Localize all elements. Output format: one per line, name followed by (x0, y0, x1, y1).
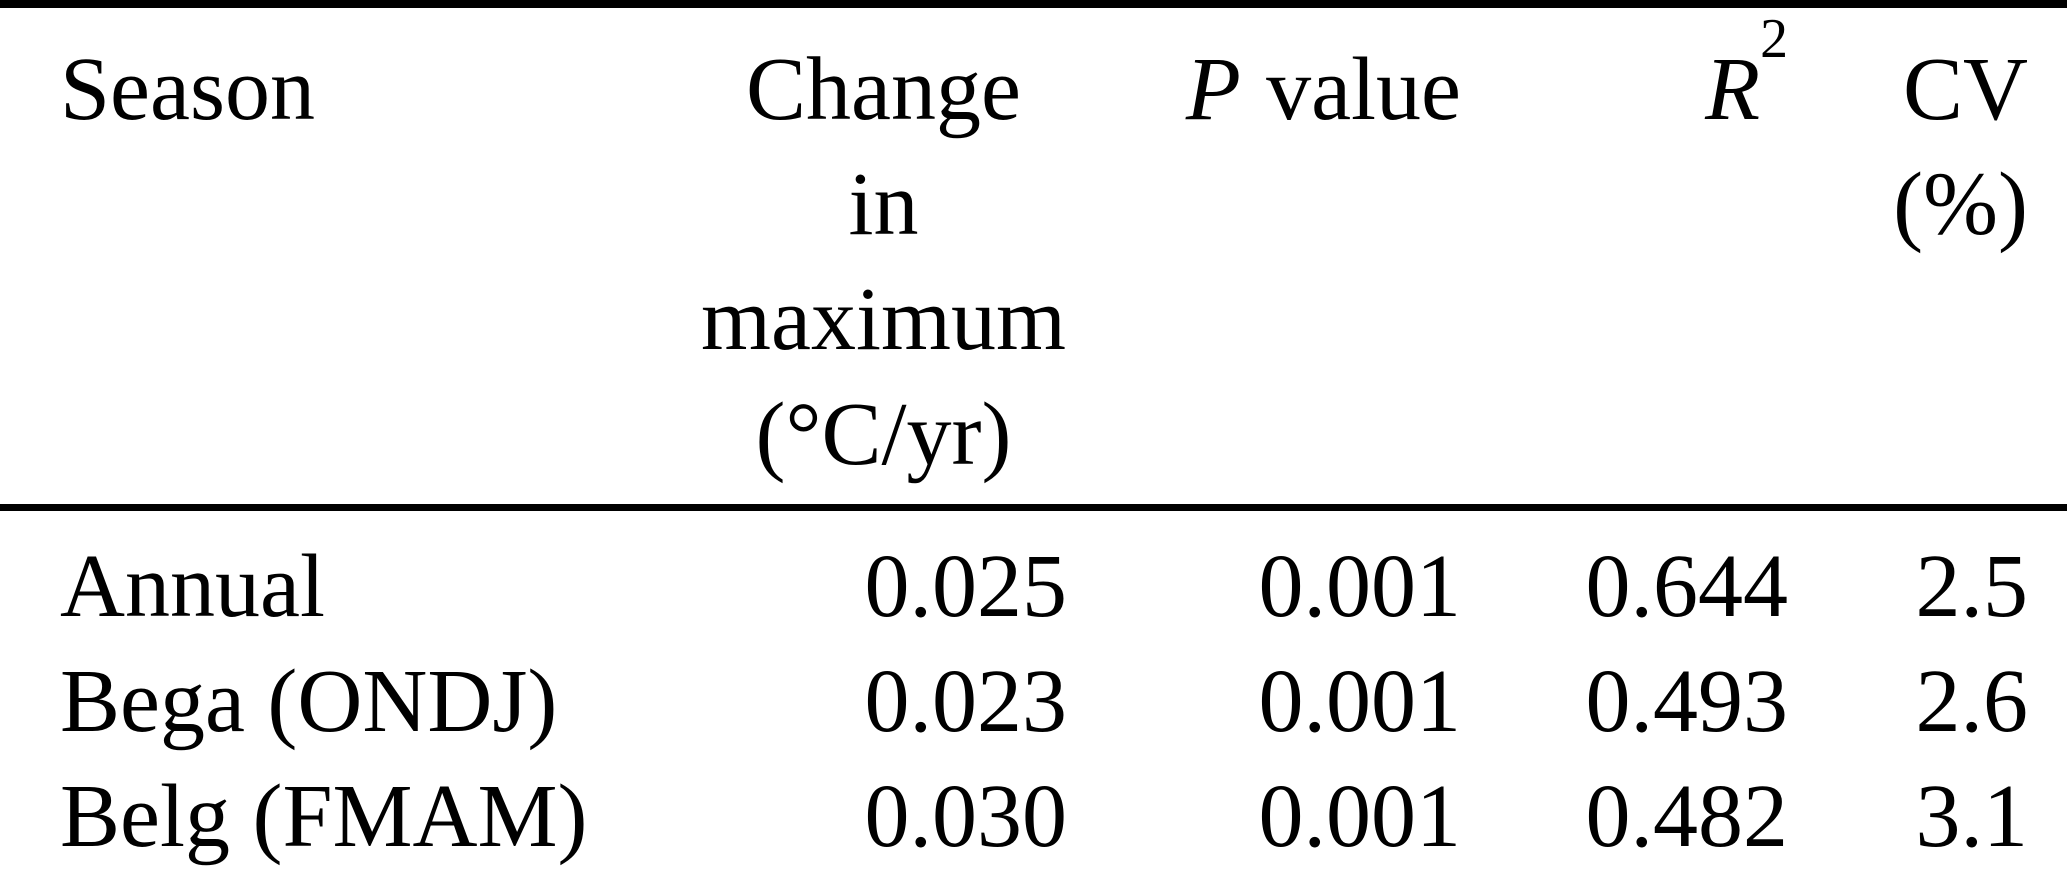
header-season-label: Season (60, 40, 315, 139)
cell-p-value: 0.001 (1067, 874, 1461, 882)
cell-season: Belg (FMAM) (60, 767, 588, 866)
header-r-symbol: R (1705, 40, 1761, 139)
header-season: Season (0, 4, 700, 511)
cell-season: Bega (ONDJ) (60, 652, 558, 751)
header-change-in-maximum: Change in maximum (°C/yr) (700, 4, 1067, 511)
cell-r-squared: 0.644 (1585, 537, 1789, 636)
cell-cv: 2.5 (1915, 537, 2029, 636)
header-cv-line-1: CV (1902, 40, 2028, 139)
table-row-annual: Annual 0.025 0.001 0.644 2.5 (0, 508, 2067, 645)
header-change-line-2: maximum (701, 270, 1066, 369)
cell-cv: 3.1 (1915, 767, 2029, 866)
table-row-belg: Belg (FMAM) 0.030 0.001 0.482 3.1 (0, 759, 2067, 874)
cell-r-squared: 0.493 (1585, 652, 1789, 751)
cell-cv: 2.6 (1788, 874, 2067, 882)
header-p-value-word: value (1266, 40, 1461, 139)
header-change-line-3: (°C/yr) (755, 385, 1012, 484)
header-change-line-1: Change in (746, 40, 1021, 254)
cell-cv: 2.6 (1915, 652, 2029, 751)
table-row-kiremt: Kiremt (JJAS) 0.023 0.001 0.534 2.6 (0, 874, 2067, 882)
cell-r-squared: 0.482 (1585, 767, 1789, 866)
header-r-exponent: 2 (1760, 8, 1788, 71)
header-cv-line-2: (%) (1893, 155, 2028, 254)
cell-change: 0.023 (864, 652, 1068, 751)
cell-p-value: 0.001 (1258, 767, 1462, 866)
header-cv: CV (%) (1788, 4, 2067, 511)
header-p-symbol: P (1185, 40, 1241, 139)
cell-r-squared: 0.534 (1461, 874, 1788, 882)
table-row-bega: Bega (ONDJ) 0.023 0.001 0.493 2.6 (0, 644, 2067, 759)
cell-change: 0.030 (864, 767, 1068, 866)
cell-p-value: 0.001 (1258, 652, 1462, 751)
table-body: Annual 0.025 0.001 0.644 2.5 Bega (ONDJ)… (0, 508, 2067, 882)
cell-season: Kiremt (JJAS) (0, 874, 700, 882)
cell-change: 0.023 (700, 874, 1067, 882)
cell-season: Annual (60, 537, 325, 636)
cell-p-value: 0.001 (1258, 537, 1462, 636)
cell-change: 0.025 (864, 537, 1068, 636)
header-r-squared: R2 (1461, 4, 1788, 511)
